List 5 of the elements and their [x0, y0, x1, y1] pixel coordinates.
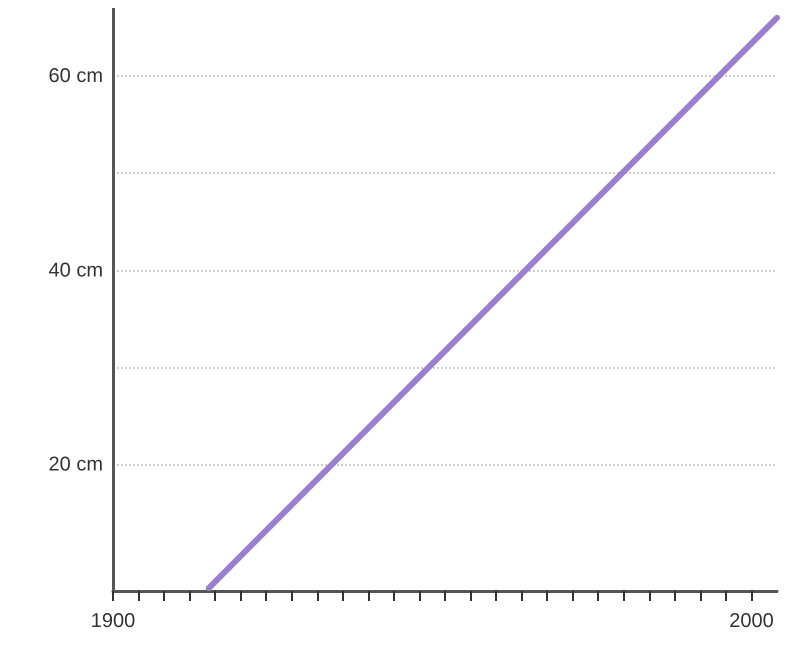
x-tick-label: 1900 — [90, 610, 136, 632]
x-tick-label: 2000 — [729, 610, 774, 632]
y-tick-label: 20 cm — [48, 454, 103, 476]
y-tick-label: 60 cm — [48, 65, 103, 88]
y-tick-label: 40 cm — [48, 259, 103, 282]
